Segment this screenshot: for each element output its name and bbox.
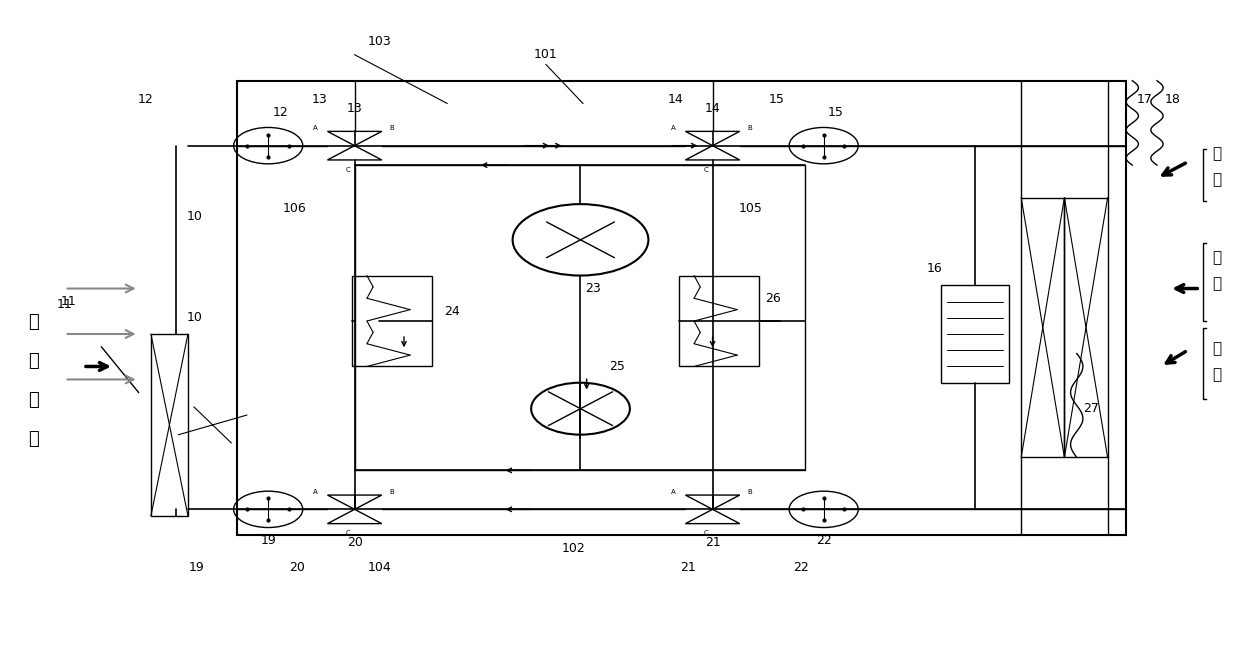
Text: 21: 21 [680, 561, 696, 574]
Text: 20: 20 [289, 561, 305, 574]
Text: C: C [704, 531, 709, 536]
Text: 13: 13 [312, 94, 327, 107]
Text: 除: 除 [1213, 147, 1221, 162]
Text: 19: 19 [188, 561, 205, 574]
Text: A: A [671, 125, 676, 131]
Text: 辆: 辆 [29, 352, 38, 371]
Text: 12: 12 [138, 94, 154, 107]
Text: 15: 15 [769, 94, 785, 107]
Bar [1064, 198, 1107, 457]
Text: 面: 面 [1213, 276, 1221, 291]
Text: 103: 103 [367, 35, 391, 48]
Text: C: C [346, 166, 351, 173]
Text: 前: 前 [29, 392, 38, 409]
Text: B: B [748, 489, 751, 495]
Text: 17: 17 [1137, 94, 1152, 107]
Text: 14: 14 [704, 102, 720, 115]
Text: 霜: 霜 [1213, 173, 1221, 187]
Text: 10: 10 [186, 311, 202, 324]
Text: 105: 105 [739, 202, 763, 215]
Bar [151, 334, 188, 516]
Text: 21: 21 [704, 536, 720, 550]
Bar [941, 286, 1009, 383]
Bar [355, 165, 805, 470]
Text: 106: 106 [283, 202, 306, 215]
Bar [351, 276, 432, 366]
Text: A: A [671, 489, 676, 495]
Text: B: B [389, 489, 394, 495]
Text: 27: 27 [1084, 402, 1100, 415]
Text: 104: 104 [367, 561, 391, 574]
Text: B: B [748, 125, 751, 131]
Text: 19: 19 [260, 534, 277, 547]
Text: C: C [346, 531, 351, 536]
Bar [678, 276, 759, 366]
Text: 10: 10 [186, 210, 202, 223]
Text: 吹: 吹 [1213, 341, 1221, 356]
Text: 101: 101 [534, 48, 558, 61]
Text: C: C [704, 166, 709, 173]
Text: A: A [312, 489, 317, 495]
Bar [237, 81, 1126, 535]
Text: 18: 18 [1166, 94, 1180, 107]
Text: 22: 22 [794, 561, 810, 574]
Text: 102: 102 [562, 542, 585, 555]
Text: 方: 方 [29, 430, 38, 449]
Text: 吹: 吹 [1213, 251, 1221, 265]
Text: 11: 11 [57, 298, 72, 311]
Text: 11: 11 [61, 295, 76, 308]
Text: 车: 车 [29, 314, 38, 331]
Text: 25: 25 [610, 360, 625, 373]
Text: 26: 26 [765, 291, 781, 305]
Text: 20: 20 [347, 536, 362, 550]
Text: 15: 15 [828, 105, 844, 119]
Text: 14: 14 [667, 94, 683, 107]
Text: 22: 22 [816, 534, 832, 547]
Text: 脚: 脚 [1213, 367, 1221, 383]
Text: 24: 24 [444, 305, 460, 318]
Text: 23: 23 [585, 282, 600, 295]
Text: A: A [312, 125, 317, 131]
Text: 12: 12 [273, 105, 289, 119]
Text: B: B [389, 125, 394, 131]
Text: 13: 13 [347, 102, 362, 115]
Bar [1022, 198, 1064, 457]
Text: 16: 16 [928, 262, 942, 275]
